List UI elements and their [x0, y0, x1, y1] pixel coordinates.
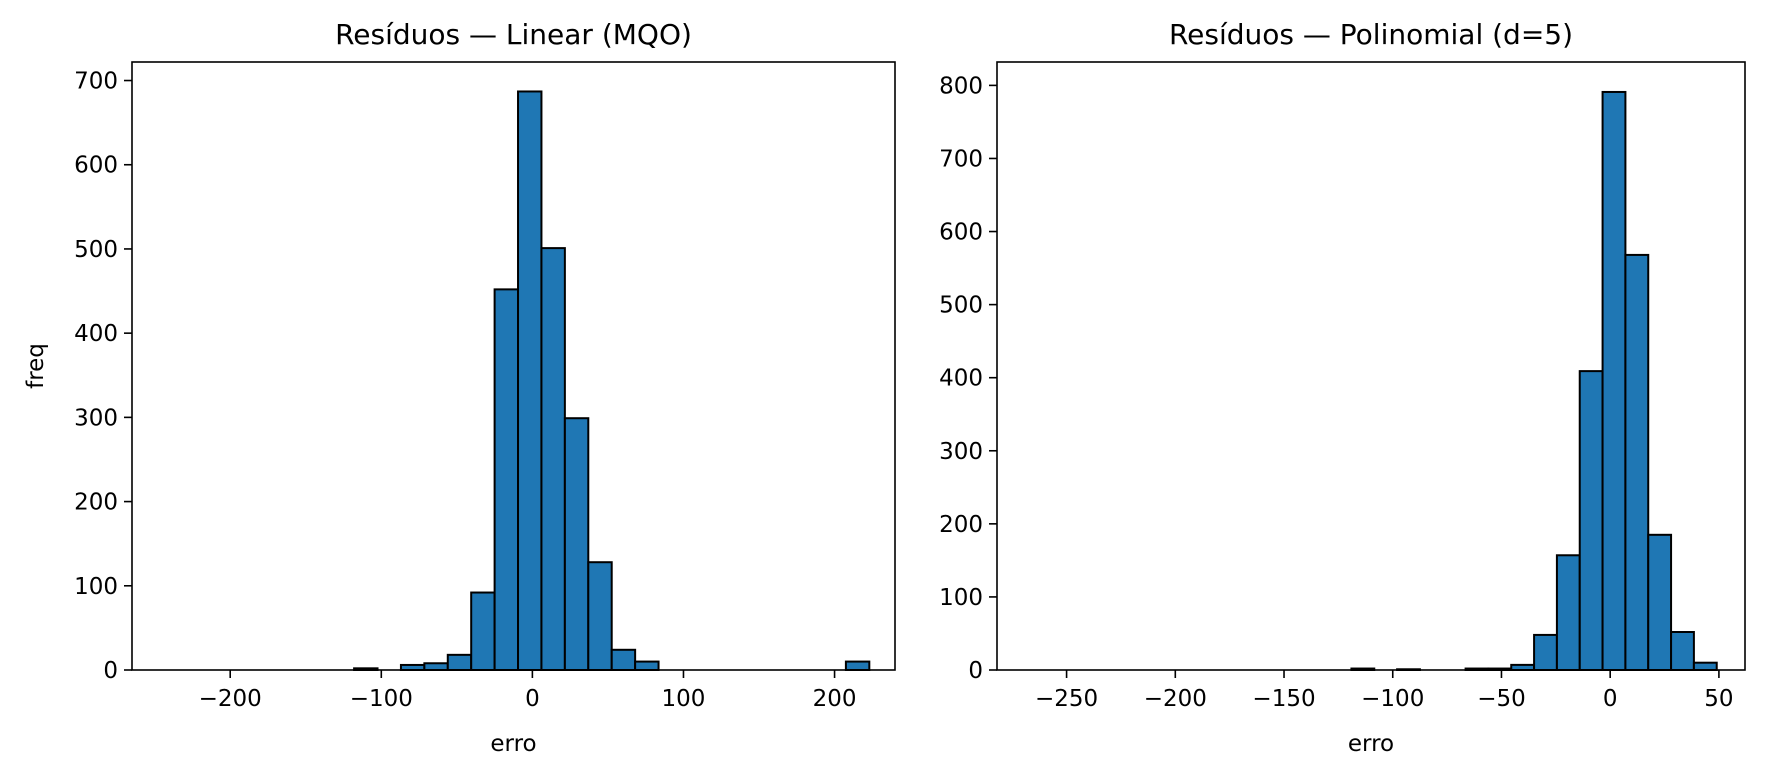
- histogram-bar: [1601, 90, 1627, 671]
- histogram-bar: [517, 90, 543, 672]
- histogram-bar: [563, 417, 590, 671]
- y-tick-label: 500: [74, 237, 118, 263]
- x-tick-label: 0: [525, 686, 540, 712]
- axes-frame: [131, 61, 896, 671]
- x-tick-label: 0: [1603, 686, 1618, 712]
- polynomial-residuals-panel: Resíduos — Polinomial (d=5) −250 −200 −150…: [939, 18, 1746, 757]
- y-tick-label: 0: [103, 658, 118, 684]
- histogram-bar: [1647, 533, 1673, 671]
- y-tick-label: 700: [939, 146, 983, 172]
- x-tick-label: −200: [199, 686, 262, 712]
- y-tick-label: 0: [968, 658, 983, 684]
- x-axis-label: erro: [1348, 731, 1394, 757]
- histogram-bar: [1533, 633, 1558, 671]
- histogram-bar: [1624, 253, 1650, 671]
- y-tick-label: 400: [74, 321, 118, 347]
- y-tick-label: 200: [74, 490, 118, 516]
- histogram-bar: [587, 561, 613, 672]
- linear-residuals-panel: Resíduos — Linear (MQO) −200 −100 0 100 200 …: [23, 18, 896, 757]
- y-tick-label: 800: [939, 73, 983, 99]
- histogram-bar: [493, 288, 520, 671]
- x-tick-label: 50: [1704, 686, 1733, 712]
- histogram-bar: [423, 662, 449, 672]
- y-tick-label: 100: [939, 585, 983, 611]
- y-tick-label: 700: [74, 69, 118, 95]
- x-axis-ticks: −200 −100 0 100 200: [199, 670, 857, 712]
- histogram-bar: [540, 247, 566, 672]
- x-tick-label: −100: [1361, 686, 1424, 712]
- x-tick-label: −50: [1477, 686, 1526, 712]
- x-tick-label: 200: [813, 686, 857, 712]
- y-axis-label: freq: [23, 343, 49, 389]
- y-tick-label: 300: [74, 405, 118, 431]
- y-tick-label: 600: [939, 220, 983, 246]
- y-tick-label: 300: [939, 439, 983, 465]
- x-tick-label: −250: [1035, 686, 1098, 712]
- y-tick-label: 500: [939, 293, 983, 319]
- x-axis-ticks: −250 −200 −150 −100 −50 0 50: [1035, 670, 1734, 712]
- histogram-bar: [446, 653, 473, 672]
- axes-frame: [996, 61, 1746, 671]
- histogram-bar: [1555, 554, 1581, 672]
- chart-title: Resíduos — Polinomial (d=5): [1169, 18, 1573, 51]
- x-tick-label: −100: [350, 686, 413, 712]
- y-axis-ticks: 0 100 200 300 400 500 600 700: [74, 69, 132, 684]
- chart-title: Resíduos — Linear (MQO): [335, 18, 692, 51]
- histogram-bar: [1670, 631, 1695, 671]
- x-tick-label: 100: [662, 686, 706, 712]
- histogram-bar: [470, 591, 496, 672]
- y-tick-label: 600: [74, 153, 118, 179]
- y-axis-ticks: 0 100 200 300 400 500 600 700 800: [939, 73, 997, 684]
- x-axis-label: erro: [490, 731, 536, 757]
- histogram-bar: [1692, 661, 1718, 672]
- histogram-bar: [1578, 370, 1604, 671]
- y-tick-label: 100: [74, 574, 118, 600]
- x-tick-label: −200: [1144, 686, 1207, 712]
- y-tick-label: 400: [939, 366, 983, 392]
- bars-group: [1350, 90, 1718, 672]
- histogram-bar: [634, 660, 660, 672]
- histogram-bar: [610, 648, 637, 671]
- x-tick-label: −150: [1252, 686, 1315, 712]
- y-tick-label: 200: [939, 512, 983, 538]
- histogram-bar: [844, 660, 871, 672]
